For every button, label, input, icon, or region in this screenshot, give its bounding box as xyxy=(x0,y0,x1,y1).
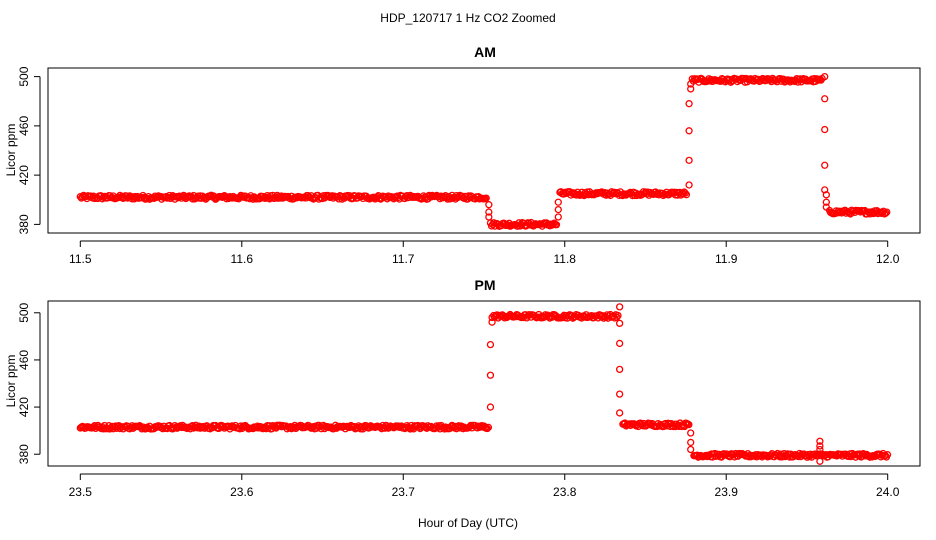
data-point xyxy=(554,198,562,206)
x-tick-label: 11.8 xyxy=(554,252,577,266)
data-point xyxy=(822,198,830,206)
data-point xyxy=(687,445,695,454)
x-tick-label: 11.9 xyxy=(715,252,738,266)
data-point xyxy=(816,442,824,450)
y-axis-label: Licor ppm xyxy=(4,355,18,408)
data-point xyxy=(615,339,624,348)
x-tick-label: 23.9 xyxy=(715,485,739,499)
data-point xyxy=(615,390,624,398)
data-point xyxy=(615,319,624,328)
data-point xyxy=(685,181,693,189)
x-tick-label: 23.5 xyxy=(69,485,93,499)
y-tick-label: 420 xyxy=(17,397,31,417)
data-point xyxy=(681,189,689,197)
y-axis-label: Licor ppm xyxy=(4,124,18,177)
data-point xyxy=(482,194,490,202)
data-point xyxy=(685,127,693,135)
data-point xyxy=(615,303,624,311)
data-point xyxy=(816,437,824,445)
data-point xyxy=(882,209,890,217)
y-tick-label: 460 xyxy=(17,350,31,370)
x-tick-label: 11.7 xyxy=(392,252,415,266)
data-point xyxy=(821,95,829,103)
axes: 23.5 23.6 23.7 23.8 23.9 24.0 380 420 460 500 xyxy=(17,302,900,499)
x-tick-label: 24.0 xyxy=(876,485,900,499)
y-tick-label: 460 xyxy=(17,116,31,136)
data-point xyxy=(687,85,695,93)
x-tick-label: 11.6 xyxy=(231,252,254,266)
data-point xyxy=(485,213,493,221)
data-point xyxy=(554,205,562,214)
data-point xyxy=(816,445,824,454)
data-point xyxy=(822,191,830,199)
y-tick-label: 380 xyxy=(17,444,31,464)
y-tick-label: 500 xyxy=(17,66,31,86)
y-tick-label: 420 xyxy=(17,165,31,185)
data-points xyxy=(76,72,891,230)
data-point xyxy=(486,371,495,379)
data-point xyxy=(816,457,824,465)
data-point xyxy=(687,438,695,447)
data-point xyxy=(483,424,491,433)
data-point xyxy=(484,423,493,431)
data-point xyxy=(485,201,493,209)
data-point xyxy=(549,220,557,229)
data-point xyxy=(488,313,496,322)
data-point xyxy=(883,208,891,216)
data-point xyxy=(822,203,830,211)
data-point xyxy=(486,403,495,411)
data-point xyxy=(486,340,495,349)
data-point xyxy=(687,80,695,88)
data-point xyxy=(615,409,624,417)
data-point xyxy=(485,208,493,216)
x-tick-label: 23.7 xyxy=(392,485,416,499)
y-tick-label: 500 xyxy=(17,302,31,322)
x-tick-label: 11.5 xyxy=(69,252,92,266)
data-points xyxy=(76,303,892,465)
panel-title: AM xyxy=(474,44,496,60)
data-point xyxy=(552,221,561,229)
panel-am: AM Licor ppm 11.5 11.6 11.7 11.8 11.9 12.0 380… xyxy=(4,44,921,266)
panel-pm: PM Licor ppm 23.5 23.6 23.7 23.8 23.9 24.0 380… xyxy=(4,277,921,499)
x-tick-label: 12.0 xyxy=(876,252,900,266)
figure-title: HDP_120717 1 Hz CO2 Zoomed xyxy=(380,11,555,25)
x-tick-label: 23.6 xyxy=(230,485,254,499)
axes: 11.5 11.6 11.7 11.8 11.9 12.0 380 420 460 500 xyxy=(17,66,900,266)
data-point xyxy=(821,125,829,134)
plot-frame xyxy=(47,300,921,467)
data-point xyxy=(821,72,829,81)
data-point xyxy=(883,451,892,459)
x-tick-label: 23.8 xyxy=(553,485,577,499)
figure-xlabel: Hour of Day (UTC) xyxy=(418,516,518,530)
plot-frame xyxy=(47,67,921,234)
data-point xyxy=(188,195,197,203)
data-point xyxy=(615,365,624,374)
y-tick-label: 380 xyxy=(17,214,31,234)
data-point xyxy=(554,213,562,221)
data-point xyxy=(821,161,829,169)
data-point xyxy=(488,318,496,326)
panel-title: PM xyxy=(475,277,496,293)
data-point xyxy=(685,156,693,165)
data-point xyxy=(442,425,451,433)
data-point xyxy=(687,429,695,437)
data-point xyxy=(685,420,693,429)
data-point xyxy=(685,100,693,108)
data-point xyxy=(614,311,622,320)
data-point xyxy=(682,191,691,199)
